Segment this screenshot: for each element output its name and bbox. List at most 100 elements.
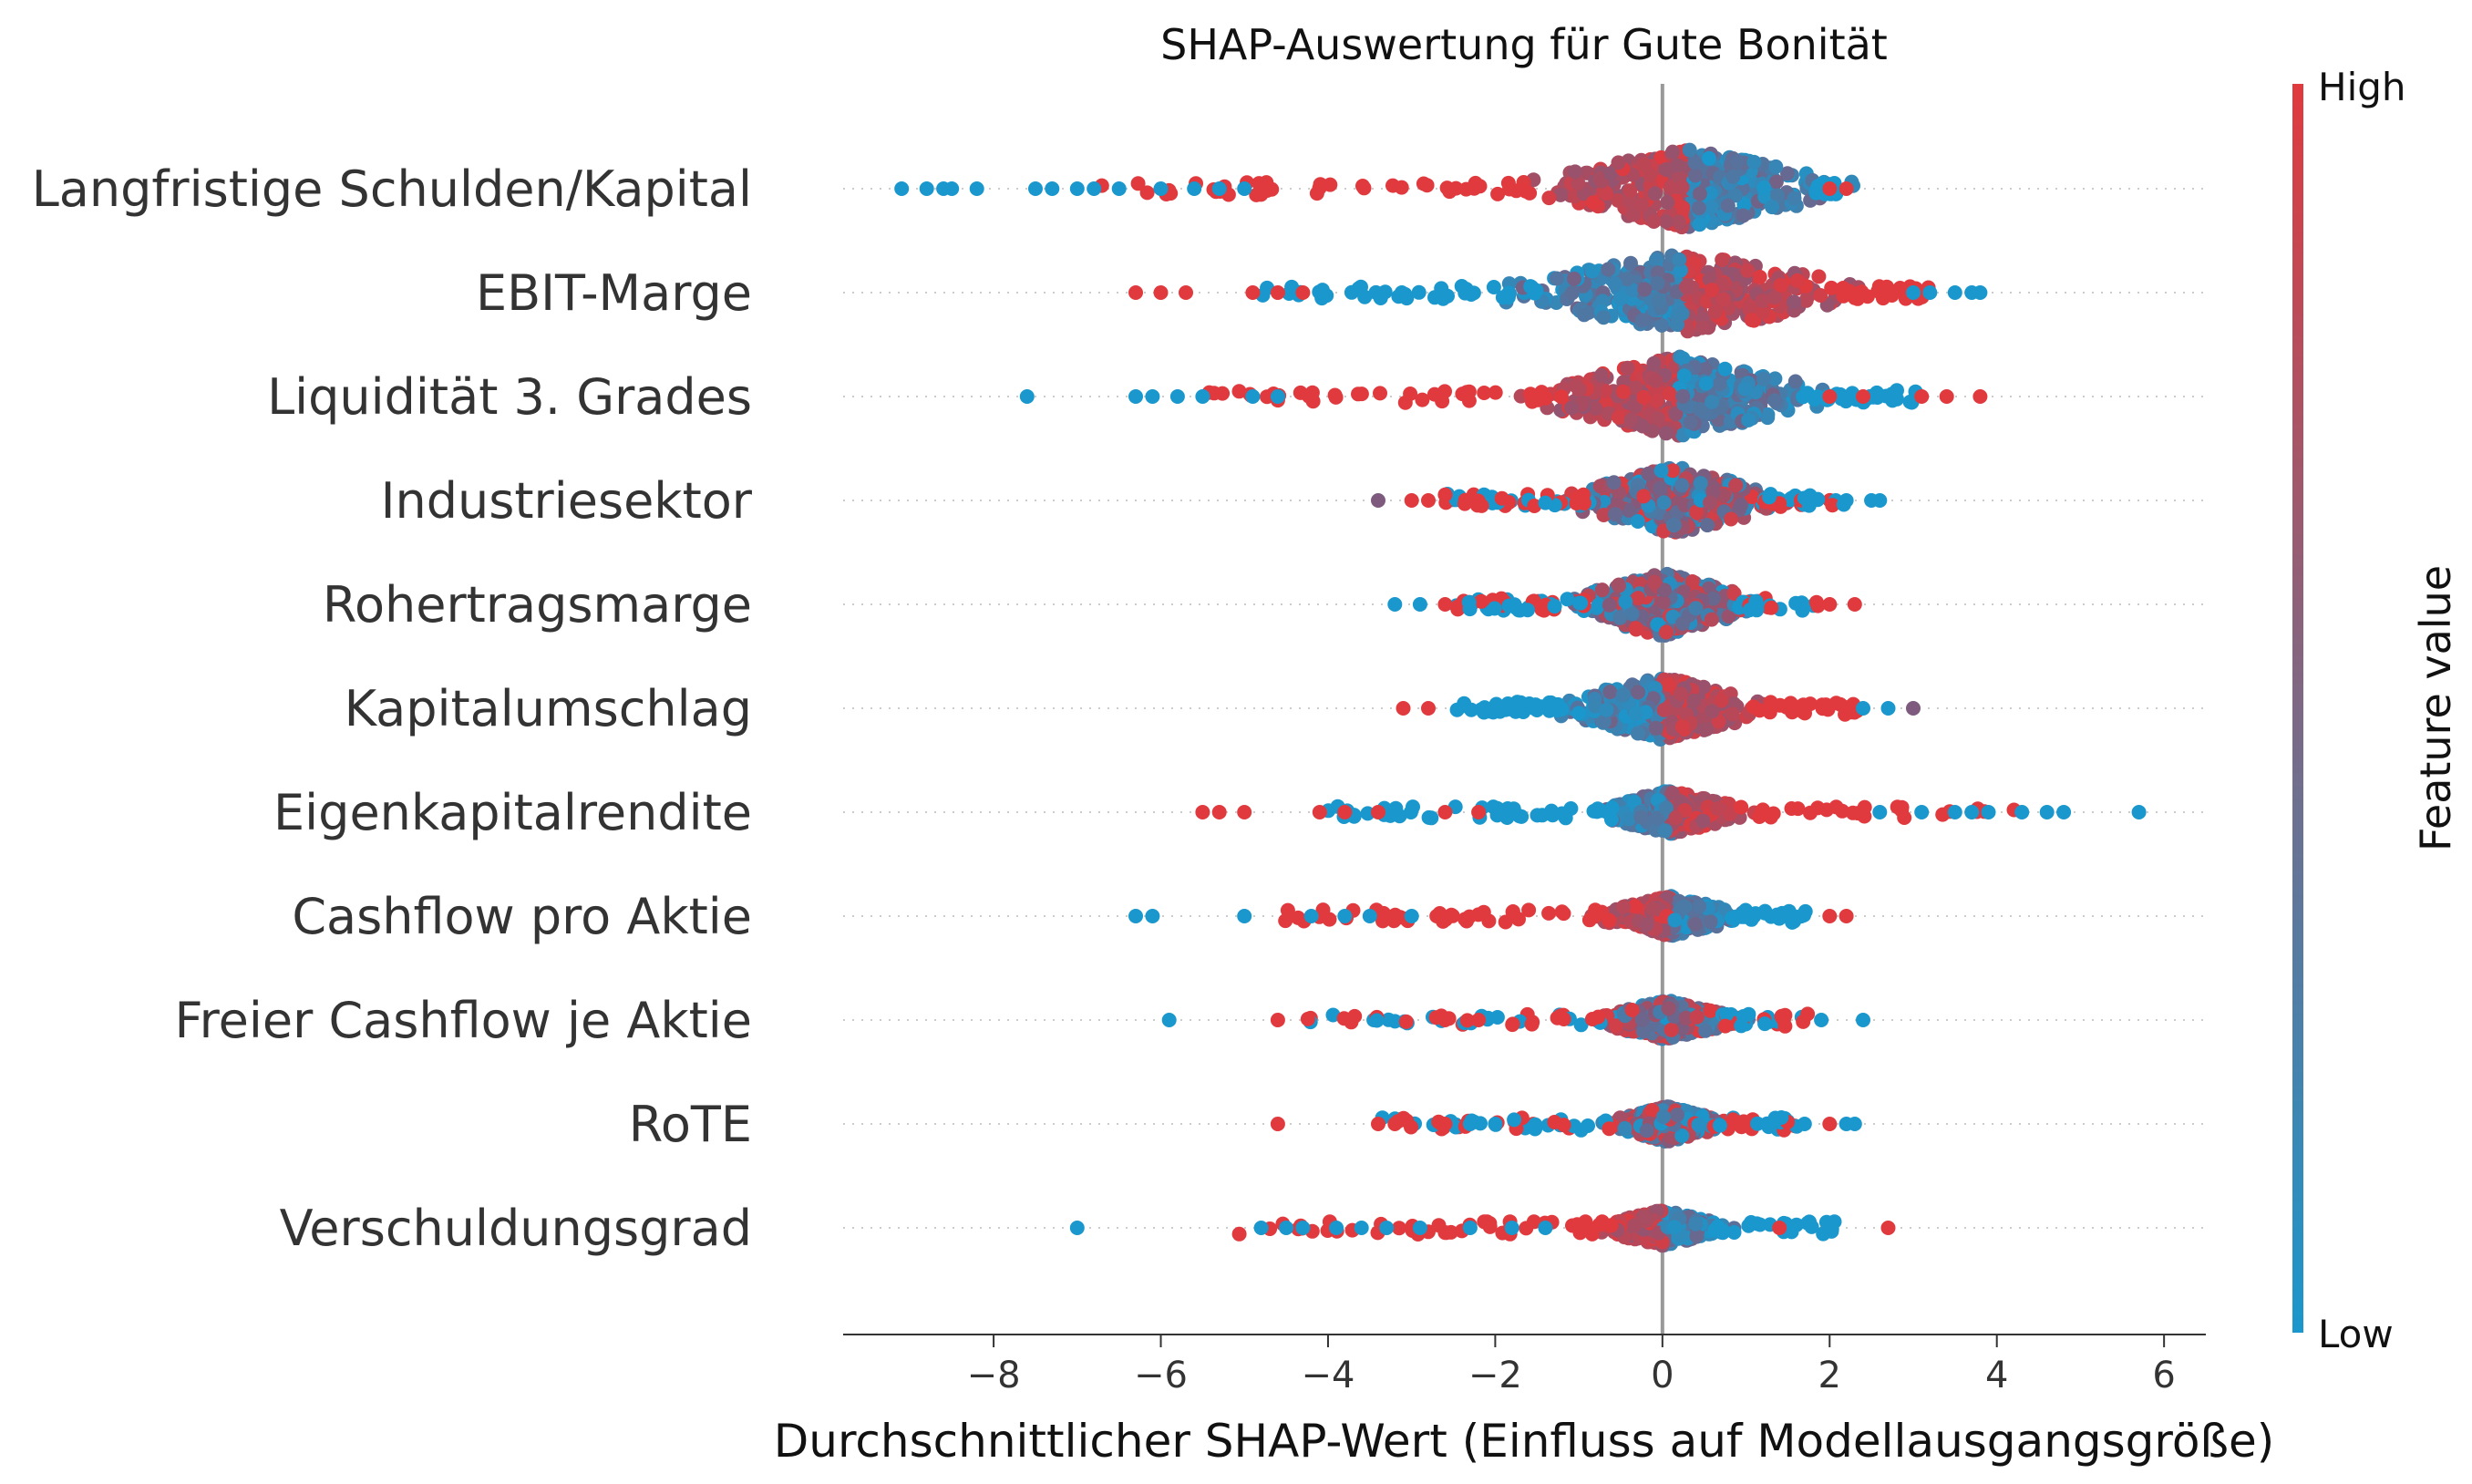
shap-point	[1763, 695, 1778, 710]
shap-point-outlier	[1906, 285, 1921, 300]
shap-point	[1740, 263, 1756, 278]
shap-point	[1714, 693, 1729, 708]
shap-point	[1646, 214, 1662, 229]
shap-point	[1541, 191, 1557, 206]
shap-point	[1474, 593, 1489, 609]
shap-point	[1602, 597, 1617, 613]
shap-point	[1603, 166, 1619, 181]
shap-point-outlier	[1387, 597, 1403, 612]
shap-point	[1715, 252, 1730, 267]
shap-point	[1328, 389, 1344, 405]
shap-point	[1655, 594, 1671, 610]
shap-point	[1618, 594, 1633, 609]
shap-point-outlier	[1329, 1221, 1344, 1235]
shap-point-outlier	[1972, 285, 1988, 300]
shap-point-outlier	[1538, 1221, 1553, 1235]
x-tick-label: −2	[1468, 1355, 1522, 1396]
shap-point	[1767, 393, 1782, 408]
colorbar	[2292, 84, 2303, 1333]
shap-point	[1280, 902, 1295, 918]
shap-point	[1703, 1003, 1718, 1018]
shap-point	[1724, 511, 1738, 527]
shap-point	[1487, 601, 1502, 616]
shap-point	[1607, 276, 1622, 292]
shap-point	[1527, 700, 1542, 716]
shap-point	[1450, 602, 1466, 617]
shap-point	[1787, 909, 1802, 924]
shap-point-outlier	[1839, 181, 1854, 196]
shap-point	[1524, 1016, 1540, 1032]
shap-point	[1601, 262, 1616, 277]
shap-point-outlier	[1412, 597, 1427, 612]
shap-point	[1457, 285, 1473, 301]
shap-point	[1651, 294, 1666, 309]
shap-point	[1596, 310, 1612, 325]
shap-point	[1494, 490, 1509, 506]
shap-point	[1570, 490, 1585, 506]
shap-point-outlier	[1069, 1221, 1085, 1235]
shap-point	[1644, 901, 1660, 916]
shap-point-outlier	[1087, 181, 1102, 196]
shap-point	[1462, 909, 1478, 924]
feature-label: Kapitalumschlag	[345, 680, 752, 737]
shap-point	[1773, 277, 1788, 293]
shap-point	[1571, 706, 1587, 721]
shap-point-outlier	[1354, 1221, 1369, 1235]
shap-point-outlier	[1856, 389, 1870, 404]
shap-point	[1673, 686, 1688, 702]
shap-point	[1679, 279, 1694, 294]
shap-point-outlier	[1437, 1013, 1453, 1027]
colorbar-high-label: High	[2318, 65, 2406, 109]
shap-point	[1584, 1012, 1600, 1026]
shap-point	[1725, 1112, 1741, 1128]
shap-point	[1373, 291, 1388, 305]
shap-point	[1712, 376, 1727, 392]
shap-point	[1636, 389, 1652, 405]
shap-point	[1549, 271, 1564, 286]
shap-point-outlier	[1337, 805, 1353, 819]
shap-point	[1869, 385, 1884, 400]
shap-point-outlier	[1270, 1013, 1285, 1027]
shap-point-outlier	[1880, 701, 1896, 716]
shap-point	[1801, 498, 1817, 513]
shap-point-outlier	[1822, 389, 1838, 404]
shap-point	[1703, 914, 1718, 930]
shap-point	[1612, 291, 1628, 306]
shap-point-outlier	[1179, 285, 1193, 300]
shap-point-outlier	[1872, 805, 1888, 819]
shap-point	[1774, 1110, 1789, 1125]
feature-label: Rohertragsmarge	[323, 576, 752, 634]
shap-point-outlier	[1429, 909, 1445, 923]
shap-point	[1639, 917, 1654, 933]
shap-point	[1521, 902, 1537, 918]
feature-labels: Langfristige Schulden/KapitalEBIT-MargeL…	[32, 160, 753, 1257]
x-tick-label: 6	[2152, 1355, 2175, 1396]
shap-point	[1742, 603, 1757, 618]
shap-point	[1658, 213, 1674, 229]
shap-point	[1448, 180, 1464, 196]
shap-point-outlier	[1947, 805, 1962, 819]
shap-point	[1591, 597, 1606, 613]
shap-point	[1437, 487, 1453, 502]
shap-point	[1670, 1108, 1684, 1123]
shap-point	[1449, 702, 1465, 717]
shap-point	[1668, 810, 1684, 826]
shap-point	[1768, 174, 1784, 190]
shap-point	[1658, 800, 1674, 816]
shap-point	[1692, 217, 1707, 232]
shap-point-outlier	[1421, 493, 1436, 508]
shap-point	[1508, 704, 1523, 719]
shap-point	[1397, 286, 1413, 302]
shap-point	[1489, 800, 1505, 816]
shap-point	[1670, 317, 1684, 332]
shap-point	[1650, 265, 1665, 281]
shap-point-outlier	[1279, 1221, 1294, 1235]
shap-point	[1469, 498, 1485, 513]
shap-point	[1585, 195, 1601, 211]
shap-point	[1730, 153, 1745, 169]
feature-label: EBIT-Marge	[476, 264, 752, 322]
shap-point	[1443, 1224, 1458, 1240]
shap-point	[1612, 578, 1626, 593]
shap-point-outlier	[1270, 389, 1285, 404]
